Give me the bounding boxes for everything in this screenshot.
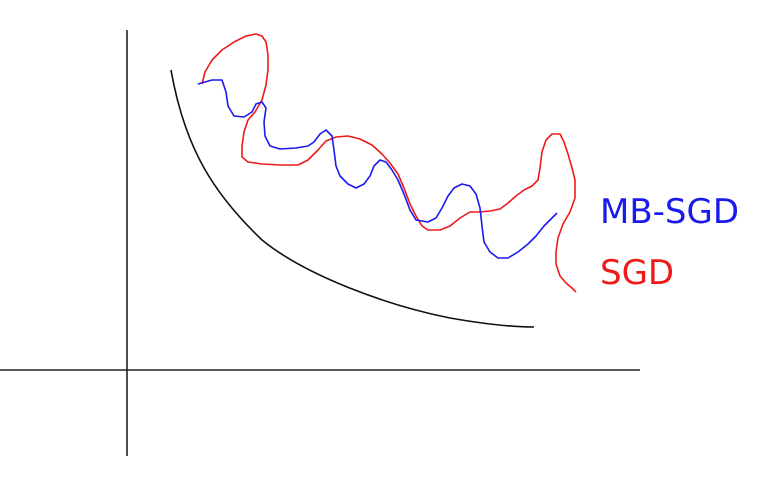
mbsgd-label: MB-SGD (600, 192, 739, 232)
sgd-label: SGD (600, 253, 674, 293)
convex-curve (170, 69, 535, 328)
axes (0, 30, 640, 456)
mbsgd-path (197, 79, 558, 259)
sgd-path (201, 33, 577, 293)
